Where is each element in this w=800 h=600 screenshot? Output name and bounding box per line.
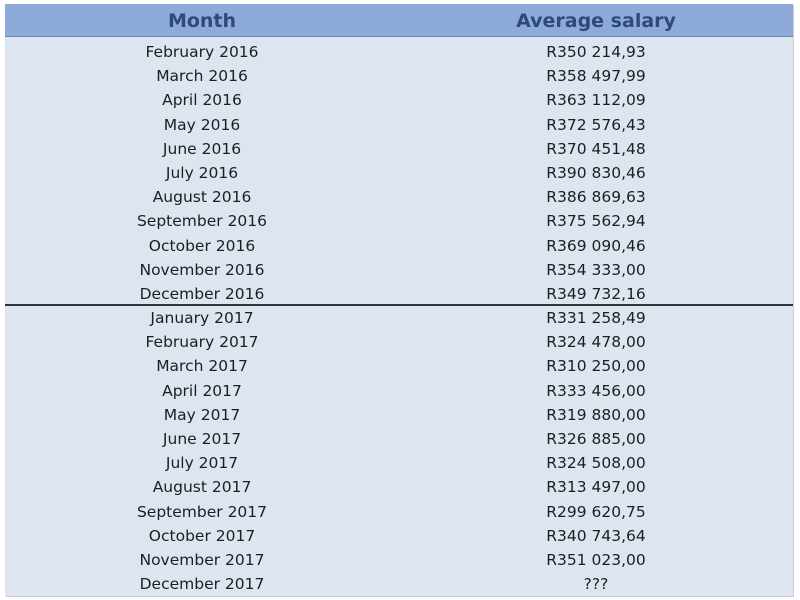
cell-month: August 2017: [152, 478, 252, 497]
cell-month: September 2016: [136, 212, 268, 231]
cell-average-salary: R369 090,46: [546, 236, 646, 255]
cell-average-salary: R349 732,16: [546, 284, 646, 303]
cell-month: October 2016: [148, 236, 256, 255]
cell-month: March 2016: [156, 67, 248, 86]
cell-average-salary: R299 620,75: [546, 502, 646, 521]
table-row: September 2016 R375 562,94: [5, 209, 793, 233]
cell-month: February 2016: [145, 43, 259, 61]
cell-average-salary: ???: [583, 575, 609, 594]
table-row: July 2016 R390 830,46: [5, 161, 793, 185]
table-row: February 2016 R350 214,93: [5, 40, 793, 64]
cell-average-salary: R310 250,00: [546, 357, 646, 376]
table-row: December 2017???: [5, 572, 793, 596]
table-row: July 2017 R324 508,00: [5, 451, 793, 475]
table-row: December 2016 R349 732,16: [5, 282, 793, 307]
cell-month: May 2016: [163, 115, 241, 134]
header-month: Month: [167, 10, 237, 32]
table-row: June 2017 R326 885,00: [5, 427, 793, 451]
table-row: March 2017 R310 250,00: [5, 354, 793, 378]
cell-average-salary: R313 497,00: [546, 478, 646, 497]
cell-month: September 2017: [136, 502, 268, 521]
cell-average-salary: R319 880,00: [546, 405, 646, 424]
cell-month: April 2016: [162, 91, 242, 110]
cell-month: July 2016: [165, 163, 239, 182]
cell-month: March 2017: [156, 357, 248, 376]
cell-month: February 2017: [145, 333, 259, 352]
cell-average-salary: R358 497,99: [546, 67, 646, 86]
cell-month: May 2017: [163, 405, 241, 424]
table-row: April 2017 R333 456,00: [5, 379, 793, 403]
cell-month: December 2016: [139, 284, 265, 303]
cell-average-salary: R350 214,93: [546, 43, 646, 61]
cell-month: August 2016: [152, 188, 252, 207]
table-row: November 2016 R354 333,00: [5, 258, 793, 282]
cell-average-salary: R324 478,00: [546, 333, 646, 352]
cell-average-salary: R390 830,46: [546, 163, 646, 182]
table-row: February 2017 R324 478,00: [5, 330, 793, 354]
cell-average-salary: R372 576,43: [546, 115, 646, 134]
cell-month: November 2017: [139, 550, 265, 569]
table-row: May 2016 R372 576,43: [5, 113, 793, 137]
cell-average-salary: R333 456,00: [546, 381, 646, 400]
cell-average-salary: R363 112,09: [546, 91, 646, 110]
cell-average-salary: R370 451,48: [546, 139, 646, 158]
cell-average-salary: R324 508,00: [546, 454, 646, 473]
cell-average-salary: R375 562,94: [546, 212, 646, 231]
cell-month: June 2016: [162, 139, 242, 158]
table-row: January 2017 R331 258,49: [5, 306, 793, 330]
cell-month: December 2017: [139, 575, 265, 594]
table-row: October 2016 R369 090,46: [5, 234, 793, 258]
table-row: March 2016 R358 497,99: [5, 64, 793, 88]
table-row: October 2017 R340 743,64: [5, 524, 793, 548]
cell-month: June 2017: [162, 430, 242, 448]
table-row: August 2017 R313 497,00: [5, 475, 793, 499]
cell-month: October 2017: [148, 526, 256, 545]
cell-average-salary: R351 023,00: [546, 550, 646, 569]
cell-month: April 2017: [162, 381, 242, 400]
cell-average-salary: R386 869,63: [546, 188, 646, 207]
table-row: June 2016 R370 451,48: [5, 137, 793, 161]
cell-month: January 2017: [150, 309, 254, 328]
cell-month: July 2017: [165, 454, 239, 473]
table-body: February 2016 R350 214,93 March 2016 R358 4…: [5, 40, 793, 596]
header-average-salary: Average salary: [516, 10, 676, 32]
table-row: August 2016 R386 869,63: [5, 185, 793, 209]
cell-average-salary: R331 258,49: [546, 309, 646, 328]
cell-month: November 2016: [139, 260, 265, 279]
table-row: November 2017 R351 023,00: [5, 548, 793, 572]
table-row: May 2017 R319 880,00: [5, 403, 793, 427]
cell-average-salary: R354 333,00: [546, 260, 646, 279]
salary-table: Month Average salary February 2016 R350 2…: [5, 4, 793, 596]
table-row: September 2017 R299 620,75: [5, 500, 793, 524]
cell-average-salary: R326 885,00: [546, 430, 646, 448]
table-header: Month Average salary: [5, 4, 793, 37]
table-row: April 2016 R363 112,09: [5, 88, 793, 112]
cell-average-salary: R340 743,64: [546, 526, 646, 545]
